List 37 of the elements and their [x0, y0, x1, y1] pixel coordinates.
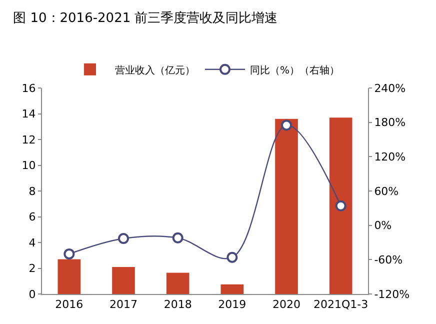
y2-tick-label: 240%: [374, 82, 406, 95]
point: [172, 232, 184, 244]
chart-title: 图 10：2016-2021 前三季度营收及同比增速: [13, 10, 278, 26]
y-tick-label: 2: [28, 262, 36, 276]
y-tick-label: 0: [28, 288, 36, 301]
bar: [275, 118, 298, 294]
y-tick-label: 12: [22, 133, 36, 146]
y-tick-label: 4: [28, 236, 36, 250]
x-tick-label: 2019: [218, 298, 246, 312]
x-tick-label: 2020: [272, 298, 300, 312]
point: [118, 232, 129, 244]
y2-tick-label: 180%: [374, 116, 406, 130]
point: [281, 120, 292, 131]
y-tick-label: 10: [22, 159, 36, 172]
bar: [329, 118, 352, 294]
legend-label: 营业收入（亿元）: [115, 64, 195, 76]
x-tick-label: 2016: [55, 298, 84, 312]
point: [226, 252, 238, 263]
y2-tick-label: 0%: [374, 219, 392, 232]
y-tick-label: 8: [28, 184, 36, 198]
y2-tick-label: -120%: [374, 288, 410, 301]
y-tick-label: 6: [28, 210, 36, 224]
bar: [166, 272, 190, 294]
bar: [220, 284, 244, 294]
x-tick-label: 2018: [164, 298, 192, 312]
x-tick-label: 2021Q1-3: [314, 298, 368, 312]
y2-tick-label: 120%: [374, 150, 406, 164]
bar: [112, 266, 135, 294]
y-tick-label: 14: [22, 108, 36, 121]
y-tick-label: 16: [22, 82, 36, 95]
bar: [58, 259, 81, 294]
y2-tick-label: -60%: [374, 254, 403, 267]
point: [64, 248, 75, 260]
y2-tick-label: 60%: [374, 184, 399, 198]
x-tick-label: 2017: [110, 298, 138, 312]
point: [335, 200, 346, 212]
legend-label: 同比（%）（右轴）: [250, 64, 340, 76]
